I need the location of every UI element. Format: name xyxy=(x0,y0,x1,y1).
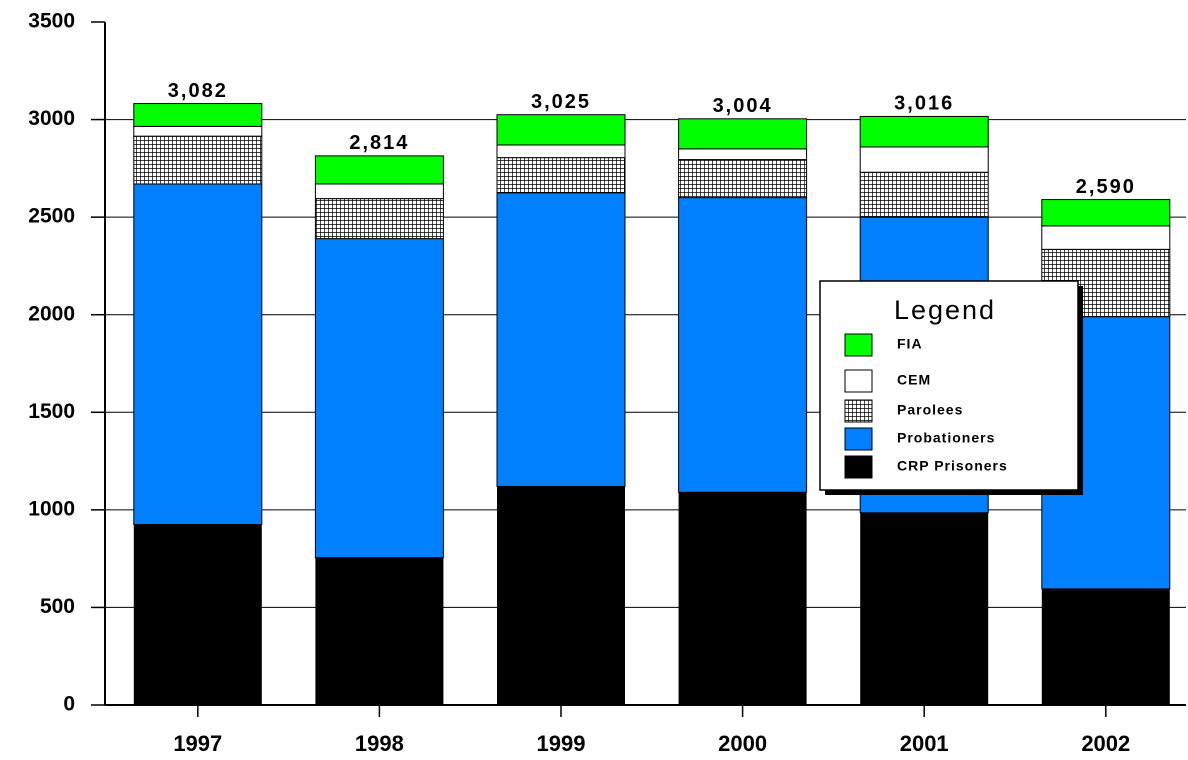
y-tick-label: 3500 xyxy=(28,10,75,33)
y-tick-label: 2000 xyxy=(28,302,75,325)
bar-segment xyxy=(678,159,808,199)
total-label: 2,590 xyxy=(1076,176,1136,198)
y-tick-label: 1500 xyxy=(28,400,75,423)
y-tick-label: 0 xyxy=(63,693,75,716)
total-label: 3,004 xyxy=(713,95,773,117)
x-tick-label: 1998 xyxy=(355,731,404,756)
bar-segment xyxy=(859,146,989,173)
bar-segment xyxy=(1041,225,1171,250)
bar-segment xyxy=(133,524,262,705)
bar-segment xyxy=(497,486,625,705)
bar-segment xyxy=(314,183,444,200)
legend-swatch xyxy=(844,455,873,479)
total-label: 3,016 xyxy=(894,93,954,115)
bar-segment xyxy=(496,157,626,194)
bar-segment xyxy=(678,148,808,161)
bar-segment xyxy=(1041,588,1170,705)
legend: Legend FIA CEM Parolees Probationers CRP Pris… xyxy=(819,280,1083,495)
bar-segment xyxy=(496,192,626,487)
legend-title: Legend xyxy=(894,295,996,325)
legend-swatch xyxy=(844,333,873,357)
bar-segment xyxy=(314,238,444,559)
total-label: 3,082 xyxy=(168,80,228,102)
total-label: 2,814 xyxy=(349,132,409,154)
bar-segment xyxy=(678,197,808,493)
bar-segment xyxy=(860,512,989,705)
bar-segment xyxy=(496,114,626,146)
bar-segment xyxy=(678,492,807,705)
bar-segment xyxy=(133,183,263,525)
total-label: 3,025 xyxy=(531,91,591,113)
bar-segment xyxy=(496,144,626,159)
bar-segment xyxy=(133,135,263,185)
legend-label: Parolees xyxy=(897,402,963,418)
x-tick-label: 1997 xyxy=(173,731,222,756)
bar-segment xyxy=(859,171,989,218)
bar-segment xyxy=(133,125,263,137)
x-tick-label: 2002 xyxy=(1081,731,1130,756)
bar-segment xyxy=(133,103,263,127)
legend-label: CEM xyxy=(897,372,931,388)
bar-segment xyxy=(315,557,444,705)
bar-segment xyxy=(1041,199,1171,227)
bar-segment xyxy=(859,115,989,148)
legend-swatch xyxy=(844,399,873,423)
bar-segment xyxy=(678,118,808,150)
x-tick-label: 2001 xyxy=(900,731,949,756)
legend-swatch xyxy=(844,427,873,451)
y-tick-label: 2500 xyxy=(28,205,75,228)
legend-swatch xyxy=(844,369,873,393)
x-tick-label: 1999 xyxy=(537,731,586,756)
bar-segment xyxy=(314,198,444,240)
y-tick-label: 1000 xyxy=(28,497,75,520)
bar-segment xyxy=(314,155,444,185)
legend-label: Probationers xyxy=(897,430,995,446)
x-tick-label: 2000 xyxy=(718,731,767,756)
legend-label: CRP Prisoners xyxy=(897,458,1008,474)
y-tick-label: 500 xyxy=(40,595,75,618)
legend-label: FIA xyxy=(897,336,923,352)
y-tick-label: 3000 xyxy=(28,107,75,130)
